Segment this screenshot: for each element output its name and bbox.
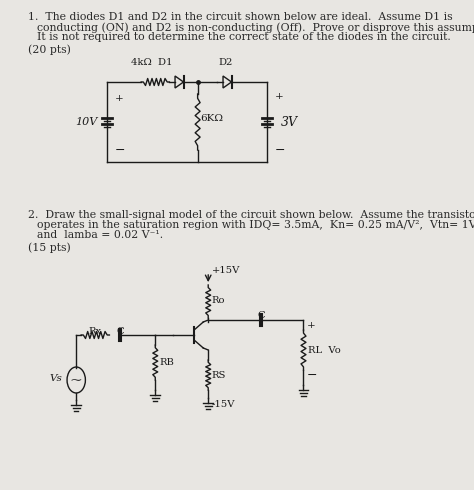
Text: 3V: 3V [281, 116, 298, 128]
Text: −: − [115, 144, 126, 157]
Text: C: C [116, 327, 124, 336]
Text: and  lamba = 0.02 V⁻¹.: and lamba = 0.02 V⁻¹. [36, 230, 163, 240]
Text: +: + [115, 94, 124, 103]
Text: Rx: Rx [89, 327, 102, 336]
Text: 10V: 10V [75, 117, 97, 127]
Text: RS: RS [212, 370, 226, 379]
Text: (20 pts): (20 pts) [28, 44, 71, 54]
Text: C: C [257, 311, 265, 320]
Text: RL  Vo: RL Vo [308, 345, 340, 354]
Text: −: − [307, 368, 318, 382]
Text: 2.  Draw the small-signal model of the circuit shown below.  Assume the transist: 2. Draw the small-signal model of the ci… [28, 210, 474, 220]
Text: +: + [307, 320, 316, 329]
Text: Vs: Vs [49, 373, 62, 383]
Text: 4kΩ  D1: 4kΩ D1 [131, 58, 173, 67]
Text: D2: D2 [219, 58, 233, 67]
Text: conducting (ON) and D2 is non-conducting (Off).  Prove or disprove this assumpti: conducting (ON) and D2 is non-conducting… [36, 22, 474, 32]
Text: +: + [274, 92, 283, 101]
Text: 6KΩ: 6KΩ [201, 114, 223, 122]
Text: operates in the saturation region with IDQ= 3.5mA,  Kn= 0.25 mA/V²,  Vtn= 1V: operates in the saturation region with I… [36, 220, 474, 230]
Text: ~: ~ [70, 374, 82, 388]
Text: 1.  The diodes D1 and D2 in the circuit shown below are ideal.  Assume D1 is: 1. The diodes D1 and D2 in the circuit s… [28, 12, 453, 22]
Text: +15V: +15V [212, 266, 240, 274]
Text: RB: RB [160, 358, 174, 367]
Text: Ro: Ro [212, 295, 225, 304]
Text: (15 pts): (15 pts) [28, 242, 71, 252]
Text: −: − [274, 144, 285, 157]
Text: It is not required to determine the correct state of the diodes in the circuit.: It is not required to determine the corr… [36, 32, 450, 42]
Text: -15V: -15V [212, 400, 235, 409]
